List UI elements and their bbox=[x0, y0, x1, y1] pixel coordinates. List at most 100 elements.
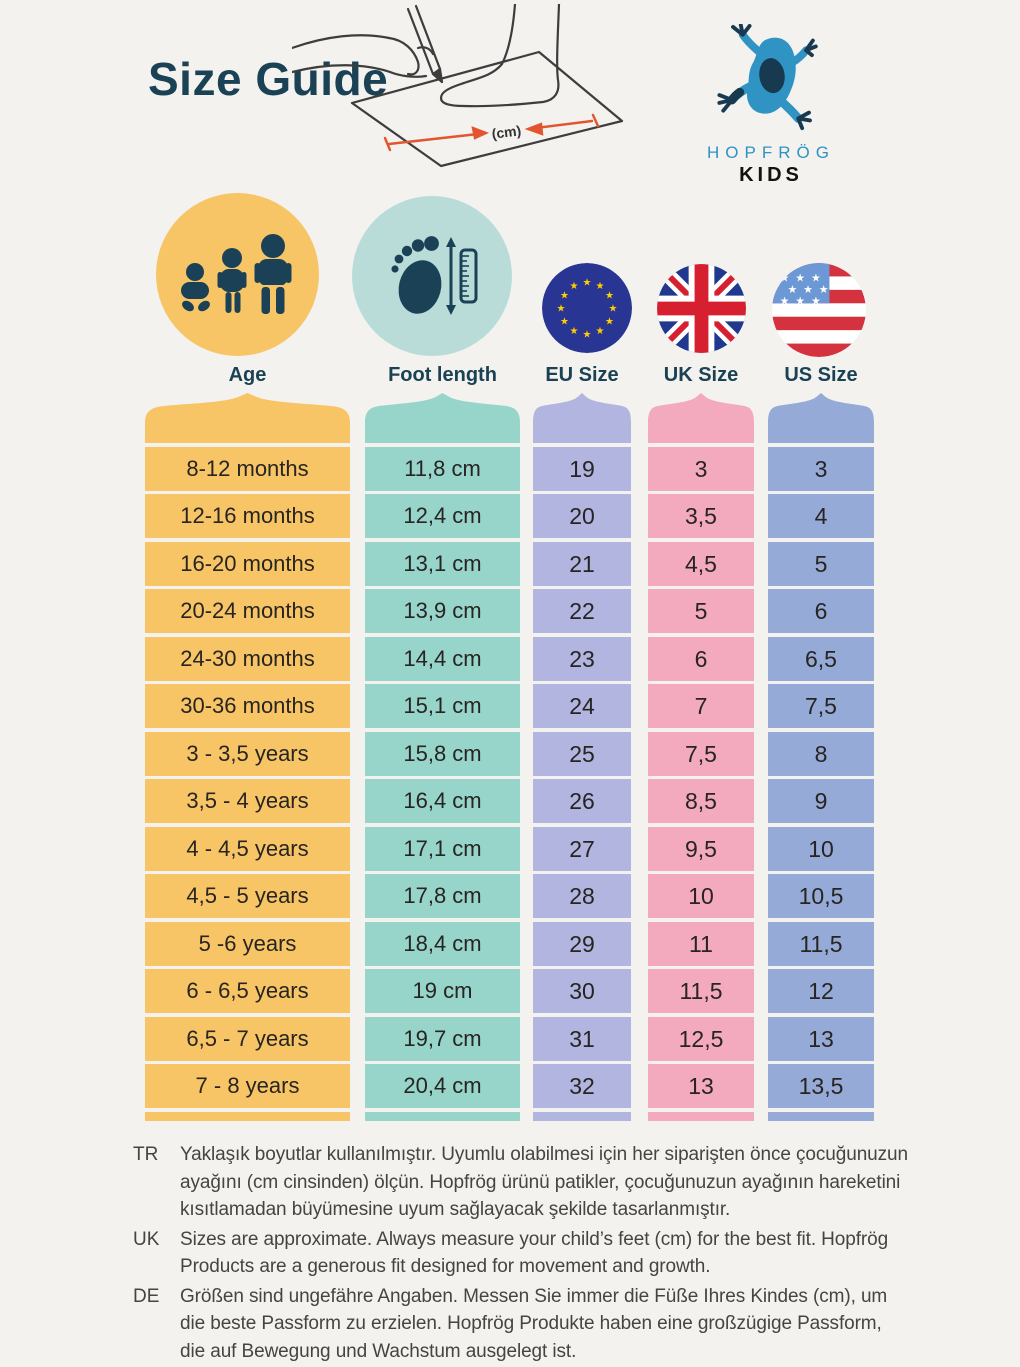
table-cell: 24-30 months bbox=[145, 636, 350, 681]
table-cell: 7,5 bbox=[648, 731, 754, 776]
table-cell: 12-16 months bbox=[145, 494, 350, 538]
table-cell: 19 cm bbox=[365, 969, 520, 1013]
cm-label: (cm) bbox=[491, 122, 522, 141]
table-cell: 9 bbox=[768, 779, 874, 823]
note-lang-label: TR bbox=[133, 1144, 159, 1165]
table-cell: 16-20 months bbox=[145, 541, 350, 586]
table-cell: 24 bbox=[533, 684, 631, 728]
svg-text:★: ★ bbox=[795, 294, 805, 307]
note-text: Sizes are approximate. Always measure yo… bbox=[180, 1228, 889, 1278]
table-cell: 8-12 months bbox=[145, 446, 350, 491]
table-cell: 13,5 bbox=[768, 1064, 874, 1108]
column-cap bbox=[145, 393, 350, 443]
us-flag-icon: ★ ★ ★ ★ ★ ★ ★ ★ ★ bbox=[772, 263, 866, 357]
family-icon bbox=[180, 233, 291, 314]
brand-name: HOPFRÖG bbox=[707, 143, 835, 162]
svg-text:★: ★ bbox=[583, 330, 592, 341]
eu-flag-icon: ★ ★★ ★★★ ★★★ ★★★ bbox=[542, 263, 632, 353]
svg-text:★: ★ bbox=[803, 283, 813, 296]
table-cell: 13 bbox=[648, 1064, 754, 1108]
svg-text:★: ★ bbox=[596, 281, 605, 292]
table-cell: 4 - 4,5 years bbox=[145, 826, 350, 871]
table-cell: 25 bbox=[533, 731, 631, 776]
paper-sheet bbox=[350, 50, 624, 168]
column-label-eu: EU Size bbox=[545, 364, 619, 386]
table-cell: 6 bbox=[648, 636, 754, 681]
note-text: Yaklaşık boyutlar kullanılmıştır. Uyumlu… bbox=[180, 1144, 908, 1220]
table-cell: 19,7 cm bbox=[365, 1016, 520, 1061]
note-lang-label: DE bbox=[133, 1285, 160, 1307]
eu-flag-circle: ★ ★ ★ ★ ★ ★ ★ ★ ★ ★ ★ ★ bbox=[542, 263, 632, 353]
svg-text:★: ★ bbox=[811, 271, 821, 284]
table-cell: 23 bbox=[533, 636, 631, 681]
table-column-us-size: 3 4 5 6 6,5 7,5 8 9 10 10,5 11,5 12 13 13,5 bbox=[768, 393, 874, 1121]
svg-text:★: ★ bbox=[596, 326, 605, 337]
note-uk: UK Sizes are approximate. Always measure… bbox=[133, 1226, 923, 1281]
table-row-cutoff bbox=[768, 1111, 874, 1121]
column-cap bbox=[768, 393, 874, 443]
note-de: DE Größen sind ungefähre Angaben. Messen… bbox=[133, 1283, 923, 1366]
svg-text:★: ★ bbox=[557, 304, 566, 315]
table-cell: 8,5 bbox=[648, 779, 754, 823]
frog-icon bbox=[717, 23, 818, 131]
table-cell: 29 bbox=[533, 921, 631, 966]
column-label-uk: UK Size bbox=[663, 364, 739, 386]
table-cell: 7,5 bbox=[768, 684, 874, 728]
table-row-cutoff bbox=[533, 1111, 631, 1121]
table-cell: 13,9 cm bbox=[365, 589, 520, 633]
table-cell: 9,5 bbox=[648, 826, 754, 871]
table-cell: 10 bbox=[768, 826, 874, 871]
table-cell: 15,1 cm bbox=[365, 684, 520, 728]
table-cell: 3 bbox=[648, 446, 754, 491]
foot-measuring-illustration: (cm) bbox=[292, 4, 624, 168]
svg-text:★: ★ bbox=[780, 294, 790, 307]
table-cell: 11,8 cm bbox=[365, 446, 520, 491]
svg-text:★: ★ bbox=[811, 294, 821, 307]
table-cell: 6 - 6,5 years bbox=[145, 969, 350, 1013]
column-cap bbox=[365, 393, 520, 443]
table-cell: 20,4 cm bbox=[365, 1064, 520, 1108]
table-cell: 14,4 cm bbox=[365, 636, 520, 681]
table-cell: 22 bbox=[533, 589, 631, 633]
table-cell: 27 bbox=[533, 826, 631, 871]
foot-measure-icon bbox=[391, 236, 478, 315]
brand-sub-name: KIDS bbox=[739, 164, 803, 186]
svg-text:★: ★ bbox=[570, 281, 579, 292]
table-cell: 7 bbox=[648, 684, 754, 728]
table-cell: 31 bbox=[533, 1016, 631, 1061]
note-text: Größen sind ungefähre Angaben. Messen Si… bbox=[180, 1285, 888, 1362]
table-cell: 19 bbox=[533, 446, 631, 491]
svg-text:★: ★ bbox=[583, 278, 592, 289]
table-cell: 5 -6 years bbox=[145, 921, 350, 966]
table-cell: 6,5 - 7 years bbox=[145, 1016, 350, 1061]
table-cell: 7 - 8 years bbox=[145, 1064, 350, 1108]
uk-flag-circle bbox=[657, 264, 746, 353]
column-label-age: Age bbox=[228, 364, 267, 386]
svg-text:★: ★ bbox=[609, 304, 618, 315]
table-cell: 30 bbox=[533, 969, 631, 1013]
table-cell: 18,4 cm bbox=[365, 921, 520, 966]
table-column-foot-length: 11,8 cm 12,4 cm 13,1 cm 13,9 cm 14,4 cm 15,1 … bbox=[365, 393, 520, 1121]
table-cell: 13,1 cm bbox=[365, 541, 520, 586]
brand-logo: HOPFRÖG KIDS bbox=[686, 23, 856, 187]
table-column-eu-size: 19 20 21 22 23 24 25 26 27 28 29 30 31 32 bbox=[533, 393, 631, 1121]
pencil bbox=[406, 7, 435, 76]
us-flag-circle: ★ ★ ★ ★ ★ ★ ★ ★ ★ bbox=[772, 263, 866, 357]
dimension-arrow bbox=[383, 113, 600, 152]
table-cell: 32 bbox=[533, 1064, 631, 1108]
column-cap bbox=[533, 393, 631, 443]
table-cell: 17,1 cm bbox=[365, 826, 520, 871]
table-cell: 3 bbox=[768, 446, 874, 491]
table-cell: 10 bbox=[648, 874, 754, 918]
table-cell: 4 bbox=[768, 494, 874, 538]
column-label-foot: Foot length bbox=[388, 364, 497, 386]
svg-text:★: ★ bbox=[605, 317, 614, 328]
table-cell: 4,5 bbox=[648, 541, 754, 586]
table-cell: 8 bbox=[768, 731, 874, 776]
table-cell: 30-36 months bbox=[145, 684, 350, 728]
svg-text:★: ★ bbox=[819, 283, 829, 296]
svg-text:★: ★ bbox=[795, 271, 805, 284]
table-cell: 3,5 - 4 years bbox=[145, 779, 350, 823]
column-cap bbox=[648, 393, 754, 443]
